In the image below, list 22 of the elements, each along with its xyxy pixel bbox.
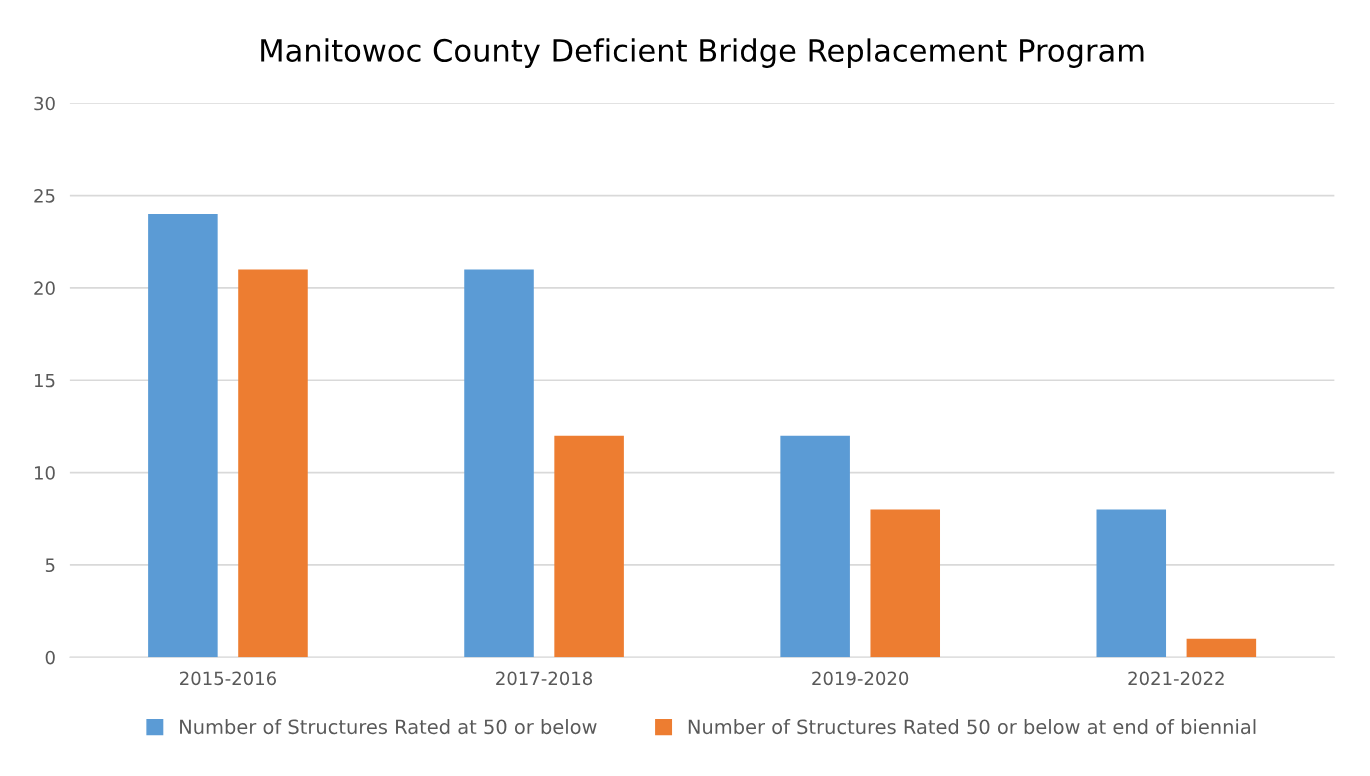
bar xyxy=(780,435,850,658)
legend-label: Number of Structures Rated at 50 or below xyxy=(180,719,597,735)
y-tick-label: 10 xyxy=(34,466,55,480)
x-tick-label: 2021-2022 xyxy=(1128,671,1224,686)
bar xyxy=(1096,509,1167,658)
x-tick-label: 2015-2016 xyxy=(180,671,276,686)
bar xyxy=(464,269,534,658)
bar xyxy=(238,269,308,658)
bar xyxy=(554,435,624,658)
legend-label: Number of Structures Rated 50 or below at end of biennial xyxy=(688,719,1256,735)
bar xyxy=(870,509,941,658)
chart-title: Manitowoc County Deficient Bridge Replacement Program xyxy=(261,38,1144,68)
y-tick-label: 15 xyxy=(34,373,55,388)
y-tick-label: 5 xyxy=(45,558,55,573)
y-tick-label: 20 xyxy=(34,281,55,296)
x-tick-label: 2019-2020 xyxy=(812,671,909,686)
bar xyxy=(148,214,218,658)
bar xyxy=(1186,638,1257,658)
y-tick-label: 25 xyxy=(34,189,55,203)
y-tick-label: 0 xyxy=(45,650,55,665)
x-tick-label: 2017-2018 xyxy=(496,671,593,686)
y-tick-label: 30 xyxy=(34,96,55,111)
